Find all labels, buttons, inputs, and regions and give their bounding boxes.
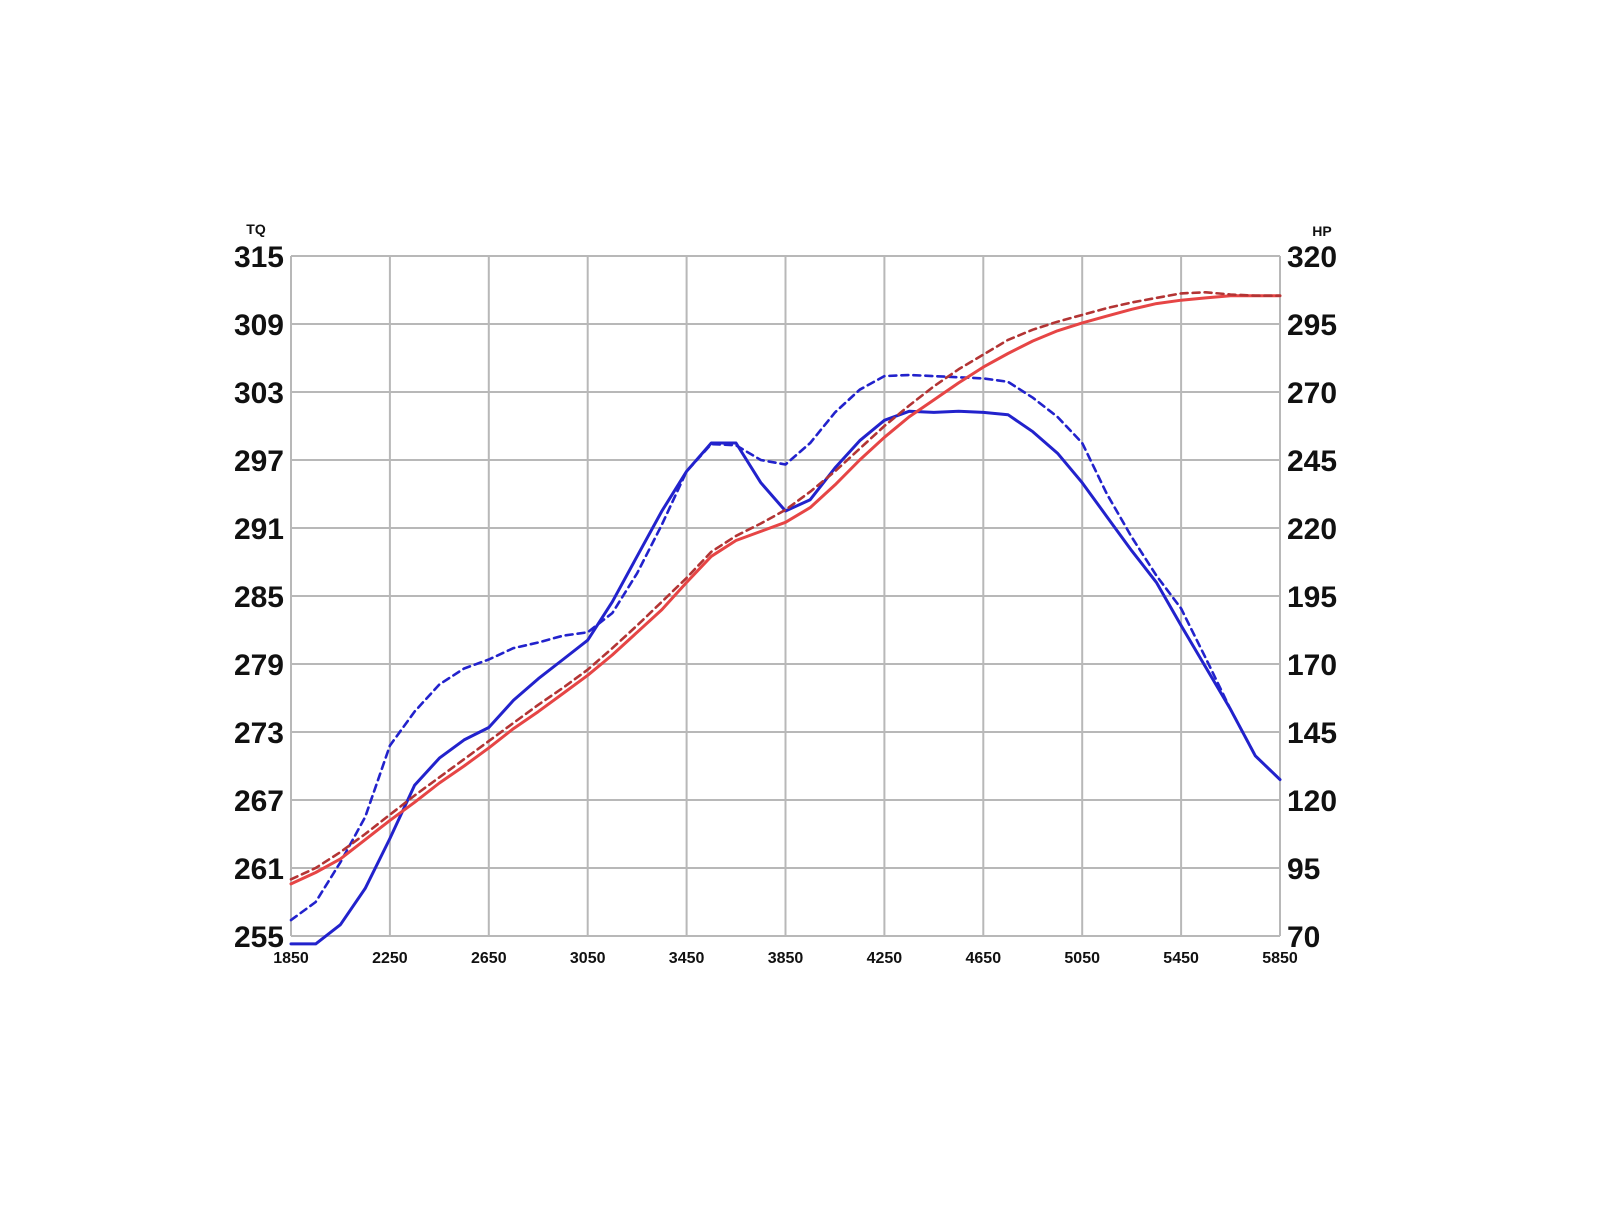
tick-labels: 1850 2250 2650 3050 3450 3850 4250 4650 5050 5450…	[234, 241, 1337, 967]
y-right-tick-label: 145	[1287, 717, 1337, 750]
y-right-tick-label: 320	[1287, 241, 1337, 274]
grid	[290, 255, 1281, 937]
right-axis-label: HP	[1312, 223, 1331, 239]
y-right-tick-label: 170	[1287, 649, 1337, 682]
y-right-tick-label: 195	[1287, 581, 1337, 614]
series-line-2-dashed	[289, 373, 1282, 922]
y-left-tick-label: 309	[234, 309, 284, 342]
series-line-3-solid	[289, 294, 1282, 886]
y-left-tick-label: 285	[234, 581, 284, 614]
x-tick-label: 4650	[966, 950, 1002, 967]
x-tick-label: 3450	[669, 950, 705, 967]
y-left-tick-label: 255	[234, 921, 284, 954]
x-tick-label: 3050	[570, 950, 606, 967]
x-tick-label: 2650	[471, 950, 507, 967]
x-tick-label: 5050	[1064, 950, 1100, 967]
x-tick-label: 5850	[1262, 950, 1298, 967]
y-right-tick-label: 245	[1287, 445, 1337, 478]
y-left-tick-label: 291	[234, 513, 284, 546]
x-tick-label: 1850	[273, 950, 309, 967]
y-right-tick-label: 220	[1287, 513, 1337, 546]
series-line-4-dashed	[289, 290, 1282, 881]
y-left-tick-label: 315	[234, 241, 284, 274]
y-left-tick-label: 267	[234, 785, 284, 818]
x-tick-label: 4250	[867, 950, 903, 967]
y-right-tick-label: 295	[1287, 309, 1337, 342]
x-tick-label: 3850	[768, 950, 804, 967]
y-left-tick-label: 303	[234, 377, 284, 410]
y-right-tick-label: 70	[1287, 921, 1320, 954]
series-group	[289, 290, 1282, 946]
left-axis-label: TQ	[246, 221, 266, 237]
x-tick-label: 5450	[1163, 950, 1199, 967]
y-right-tick-label: 270	[1287, 377, 1337, 410]
y-left-tick-label: 279	[234, 649, 284, 682]
y-left-tick-label: 261	[234, 853, 284, 886]
y-left-tick-label: 273	[234, 717, 284, 750]
y-right-tick-label: 120	[1287, 785, 1337, 818]
y-left-tick-label: 297	[234, 445, 284, 478]
x-tick-label: 2250	[372, 950, 408, 967]
y-right-tick-label: 95	[1287, 853, 1320, 886]
